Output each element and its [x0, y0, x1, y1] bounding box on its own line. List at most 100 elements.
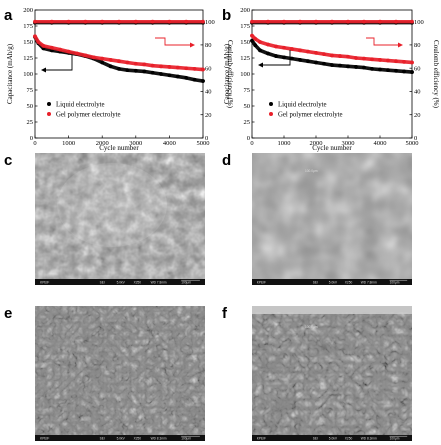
data-point	[394, 68, 398, 73]
sem-info-f: KPEIF SEI 5.0kV X250 WD 8.3mm 100μm	[257, 435, 408, 441]
data-point	[354, 56, 358, 60]
data-point	[314, 50, 318, 55]
y-axis-label-b: Capacitance (mAh/g)	[223, 43, 231, 104]
sem-info-text: X250	[345, 437, 353, 441]
sem-image-d	[252, 153, 412, 279]
panel-label-d: d	[222, 152, 231, 169]
data-point	[402, 69, 406, 74]
series-band-2	[250, 33, 414, 65]
y-tick-label: 0	[247, 135, 250, 142]
legend-marker-gel	[47, 112, 51, 116]
data-point	[298, 48, 302, 53]
data-point	[83, 53, 88, 58]
arrows-b	[258, 37, 403, 68]
legend-label-gel: Gel polymer electrolyte	[278, 111, 343, 118]
sem-info-text: 100μm	[390, 281, 400, 285]
data-point	[49, 45, 54, 50]
panel-label-b: b	[222, 7, 231, 24]
data-point	[266, 51, 270, 56]
sem-info-bar	[252, 435, 412, 441]
sem-info-text: 5.0kV	[117, 281, 126, 285]
data-point	[192, 77, 197, 82]
x-axis-label-a: Cycle number	[99, 144, 139, 152]
sem-info-d: KPEIF SEI 5.0kV X250 WD 7.8mm 100μm	[257, 279, 408, 285]
data-point	[167, 73, 172, 78]
legend-label-liquid: Liquid electrolyte	[56, 101, 105, 108]
data-point	[83, 19, 88, 24]
arrows-a	[41, 37, 195, 73]
y2-tick-label: 80	[414, 42, 421, 49]
data-point	[258, 48, 262, 53]
data-point	[298, 19, 302, 24]
x-tick-label: 2000	[310, 140, 323, 147]
data-point	[250, 19, 254, 24]
y-tick-label: 75	[244, 87, 251, 94]
data-point	[378, 67, 382, 72]
series-band-1	[33, 35, 205, 83]
data-point	[386, 58, 390, 63]
y2-tick-label: 60	[414, 65, 421, 72]
sem-info-text: X250	[345, 281, 353, 285]
data-point	[36, 40, 41, 44]
y-axis-label-a: Capacitance (mAh/g)	[6, 43, 14, 104]
sem-info-text: 5.0kV	[329, 437, 338, 441]
data-point	[66, 49, 71, 54]
data-point	[394, 59, 398, 64]
data-point	[142, 69, 147, 74]
sem-info-text: KPEIF	[40, 437, 49, 441]
legend-marker-liquid	[47, 102, 51, 106]
x-tick-label: 3000	[342, 140, 355, 147]
y-tick-label: 200	[240, 7, 250, 14]
panel-label-e: e	[4, 305, 12, 322]
y2-tick-label: 20	[205, 112, 212, 119]
sem-info-c: KPEIF SEI 5.0kV X250 WD 7.8mm 100μm	[40, 279, 200, 285]
panel-label-c: c	[4, 152, 12, 169]
y-tick-label: 50	[244, 103, 251, 110]
data-point	[108, 58, 113, 62]
data-point	[322, 61, 326, 66]
data-point	[282, 19, 286, 24]
data-point	[314, 60, 318, 65]
sem-info-text: SEI	[100, 437, 105, 441]
data-point	[362, 56, 366, 61]
sem-info-text: X250	[134, 437, 142, 441]
y2-tick-label: 60	[205, 65, 212, 72]
data-point	[394, 19, 398, 24]
data-point	[117, 59, 121, 64]
sem-info-bar	[35, 279, 205, 285]
data-point	[184, 75, 189, 80]
sem-info-text: 100μm	[181, 281, 191, 285]
data-point	[346, 19, 350, 24]
panel-f-sem: f 100.0μm KPEIF SEI 5.0kV X250 WD 8.3mm 100μm	[222, 305, 412, 441]
data-point	[175, 74, 180, 79]
data-point	[410, 60, 414, 65]
data-point	[330, 53, 334, 58]
ce-arrowhead	[190, 42, 195, 48]
data-point	[117, 66, 121, 71]
data-point	[274, 44, 278, 49]
capacity-arrowhead	[258, 62, 263, 68]
plot-frame	[251, 9, 413, 139]
sem-info-e: KPEIF SEI 5.0kV X250 WD 8.3mm 100μm	[40, 435, 200, 441]
data-point	[253, 43, 258, 48]
data-point	[250, 38, 254, 43]
panel-label-f: f	[222, 305, 228, 322]
data-point	[346, 54, 350, 59]
data-point	[117, 19, 121, 24]
data-point	[150, 70, 155, 75]
sem-info-text: KPEIF	[257, 437, 266, 441]
data-point	[150, 19, 155, 24]
y-tick-label: 100	[240, 71, 250, 78]
series-band-1	[250, 38, 414, 74]
y2-tick-label: 40	[205, 89, 212, 96]
panel-c-sem: c KPEIF SEI 5.0kV X250 WD 7.8mm 100μm	[4, 152, 205, 285]
legend-label-liquid: Liquid electrolyte	[278, 101, 327, 108]
data-point	[370, 57, 374, 62]
data-point	[58, 47, 63, 52]
data-point	[306, 59, 310, 64]
panel-d-sem: d 100.0μm KPEIF SEI 5.0kV X250 WD 7.8mm 100μm	[222, 152, 412, 285]
data-point	[108, 64, 113, 69]
data-point	[266, 19, 270, 24]
panel-e-sem: e KPEIF SEI 5.0kV X250 WD 8.3mm 100μm	[4, 305, 205, 441]
plot-frame	[34, 9, 204, 139]
